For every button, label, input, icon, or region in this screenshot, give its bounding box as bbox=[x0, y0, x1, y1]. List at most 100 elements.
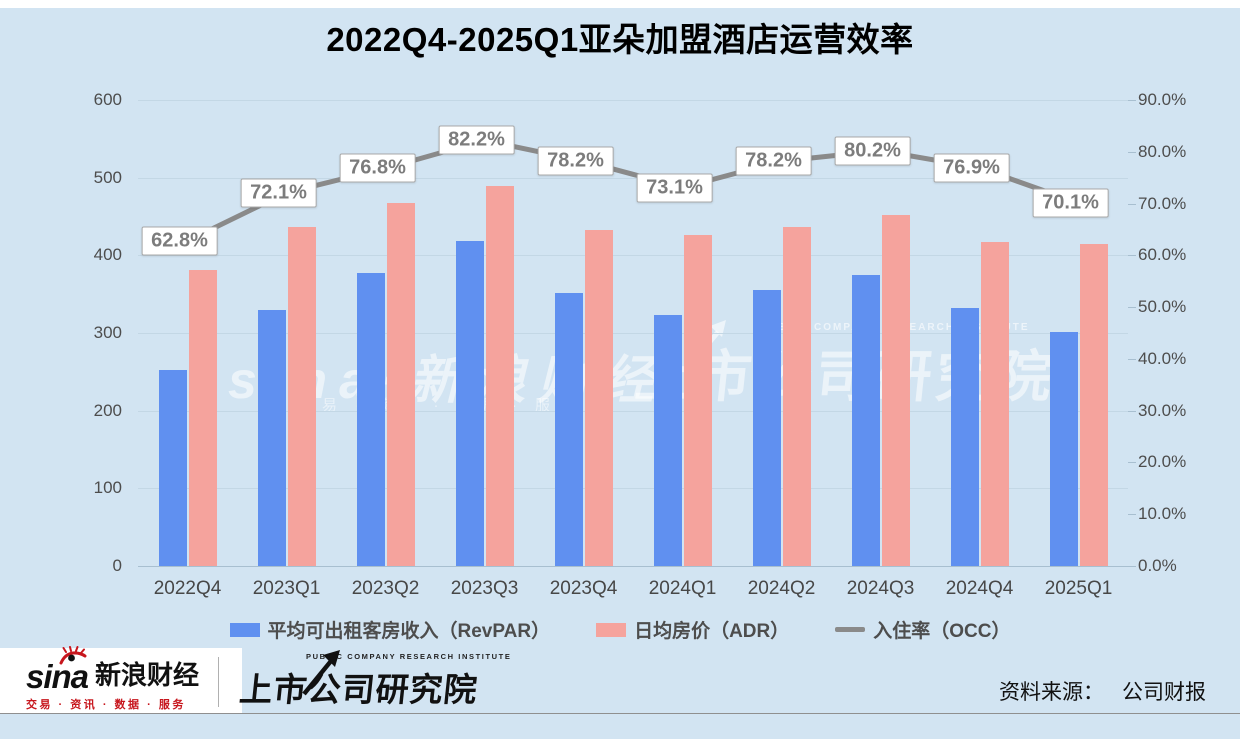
right-axis-tick bbox=[1128, 203, 1136, 205]
legend-swatch bbox=[835, 627, 866, 632]
sina-finance-logo: sina 新浪财经 交易 · 资讯 · 数据 · 服务 bbox=[26, 646, 216, 712]
bar-revpar-2024Q2 bbox=[752, 290, 781, 566]
footer-divider-line bbox=[0, 713, 1240, 714]
left-axis-tick-label: 300 bbox=[93, 323, 122, 342]
right-axis-tick-label: 80.0% bbox=[1138, 141, 1187, 161]
right-axis-tick-label: 30.0% bbox=[1138, 400, 1187, 420]
gridline bbox=[138, 100, 1128, 101]
occ-point-label: 78.2% bbox=[537, 146, 614, 176]
x-axis-category-label: 2023Q4 bbox=[549, 578, 618, 599]
left-axis-tick-label: 500 bbox=[93, 167, 122, 187]
bar-adr-2023Q2 bbox=[386, 203, 415, 566]
right-axis-tick bbox=[1128, 255, 1136, 257]
legend-label: 入住率（OCC） bbox=[873, 621, 1011, 642]
sina-watermark-tagline: 交易 · 资讯 · 数据 · 服务 bbox=[300, 397, 579, 414]
occ-point-label: 62.8% bbox=[141, 226, 218, 256]
bar-revpar-2023Q4 bbox=[554, 292, 583, 566]
left-axis-tick-label: 200 bbox=[93, 400, 122, 420]
legend-swatch bbox=[596, 622, 627, 637]
bar-adr-2023Q1 bbox=[287, 227, 316, 566]
right-axis-tick-label: 0.0% bbox=[1138, 556, 1177, 575]
right-axis-tick bbox=[1128, 566, 1136, 567]
institute-caption: PUBLIC COMPANY RESEARCH INSTITUTE bbox=[306, 652, 512, 661]
right-axis-tick bbox=[1128, 151, 1136, 153]
gridline bbox=[138, 333, 1128, 334]
footer-logo-panel bbox=[0, 648, 242, 714]
bar-adr-2025Q1 bbox=[1079, 244, 1108, 566]
institute-arrow-icon bbox=[302, 650, 340, 696]
research-institute-logo: PUBLIC COMPANY RESEARCH INSTITUTE 上市公司研究… bbox=[237, 650, 512, 711]
institute-name: 上市公司研究院 bbox=[237, 671, 480, 708]
occ-point-label: 78.2% bbox=[735, 146, 812, 176]
sina-wordmark: sina bbox=[26, 658, 89, 696]
left-axis-tick-label: 600 bbox=[93, 90, 122, 109]
legend-label: 平均可出租客房收入（RevPAR） bbox=[267, 621, 551, 642]
x-axis-category-label: 2022Q4 bbox=[153, 578, 222, 599]
x-axis-category-label: 2023Q1 bbox=[252, 578, 321, 599]
bar-revpar-2024Q3 bbox=[851, 274, 880, 566]
right-axis-tick-label: 90.0% bbox=[1138, 90, 1187, 109]
x-axis-category-label: 2025Q1 bbox=[1044, 578, 1113, 599]
right-axis-tick-label: 40.0% bbox=[1138, 348, 1187, 368]
right-axis-tick bbox=[1128, 410, 1136, 412]
occ-point-label: 76.8% bbox=[339, 153, 416, 183]
occ-point-label: 76.9% bbox=[933, 153, 1010, 183]
right-axis-tick-label: 10.0% bbox=[1138, 504, 1187, 524]
bar-adr-2024Q1 bbox=[683, 235, 712, 566]
legend-label: 日均房价（ADR） bbox=[634, 621, 790, 642]
legend-item: 日均房价（ADR） bbox=[596, 616, 789, 643]
bar-revpar-2025Q1 bbox=[1049, 332, 1078, 566]
bar-adr-2023Q4 bbox=[584, 230, 613, 566]
footer-vertical-divider bbox=[218, 657, 219, 707]
chart-legend: 平均可出租客房收入（RevPAR） 日均房价（ADR） 入住率（OCC） bbox=[0, 616, 1240, 643]
bar-revpar-2023Q2 bbox=[356, 273, 385, 566]
bar-adr-2024Q3 bbox=[881, 214, 910, 566]
occ-point-label: 70.1% bbox=[1032, 188, 1109, 218]
left-axis-tick-label: 0 bbox=[112, 556, 122, 575]
occ-point-label: 73.1% bbox=[636, 173, 713, 202]
gridline bbox=[138, 566, 1128, 567]
bar-adr-2024Q2 bbox=[782, 227, 811, 566]
right-axis-tick-label: 20.0% bbox=[1138, 452, 1187, 472]
right-axis-tick-label: 70.0% bbox=[1138, 193, 1187, 213]
source-value: 公司财报 bbox=[1122, 681, 1206, 704]
legend-item: 平均可出租客房收入（RevPAR） bbox=[229, 616, 551, 643]
occ-point-label: 72.1% bbox=[240, 178, 317, 208]
x-axis-category-label: 2024Q1 bbox=[648, 578, 717, 599]
bar-revpar-2023Q3 bbox=[455, 241, 484, 566]
gridline bbox=[138, 410, 1128, 412]
source-label: 资料来源： bbox=[999, 681, 1104, 704]
bar-adr-2024Q4 bbox=[980, 242, 1009, 566]
legend-item: 入住率（OCC） bbox=[835, 616, 1010, 643]
occ-point-label: 82.2% bbox=[438, 125, 515, 155]
left-axis-tick-label: 400 bbox=[93, 245, 122, 265]
bar-revpar-2024Q4 bbox=[950, 308, 979, 566]
sina-eye-icon bbox=[59, 646, 87, 665]
gridline bbox=[138, 488, 1128, 490]
occ-point-label: 80.2% bbox=[834, 136, 911, 166]
right-axis-tick-label: 60.0% bbox=[1138, 245, 1187, 265]
bar-adr-2022Q4 bbox=[188, 270, 217, 566]
right-axis-tick bbox=[1128, 307, 1136, 309]
chart-title: 2022Q4-2025Q1亚朵加盟酒店运营效率 bbox=[326, 21, 914, 58]
x-axis-category-label: 2024Q3 bbox=[846, 578, 915, 599]
right-axis-tick bbox=[1128, 100, 1136, 101]
x-axis-category-label: 2023Q3 bbox=[450, 578, 519, 599]
gridline bbox=[138, 255, 1128, 257]
left-axis-tick-label: 100 bbox=[93, 478, 122, 498]
bar-revpar-2023Q1 bbox=[257, 310, 286, 566]
bar-adr-2023Q3 bbox=[485, 186, 514, 566]
legend-swatch bbox=[229, 622, 260, 637]
sina-tagline: 交易 · 资讯 · 数据 · 服务 bbox=[26, 699, 186, 711]
right-axis-tick-label: 50.0% bbox=[1138, 297, 1187, 317]
sina-brand-text: 新浪财经 bbox=[95, 661, 200, 690]
bar-revpar-2022Q4 bbox=[158, 369, 187, 566]
x-axis-category-label: 2024Q2 bbox=[747, 578, 816, 599]
right-axis-tick bbox=[1128, 514, 1136, 516]
x-axis-category-label: 2023Q2 bbox=[351, 578, 420, 599]
bar-revpar-2024Q1 bbox=[653, 315, 682, 566]
right-axis-tick bbox=[1128, 358, 1136, 360]
top-white-strip bbox=[0, 0, 1240, 8]
x-axis-category-label: 2024Q4 bbox=[945, 578, 1014, 599]
